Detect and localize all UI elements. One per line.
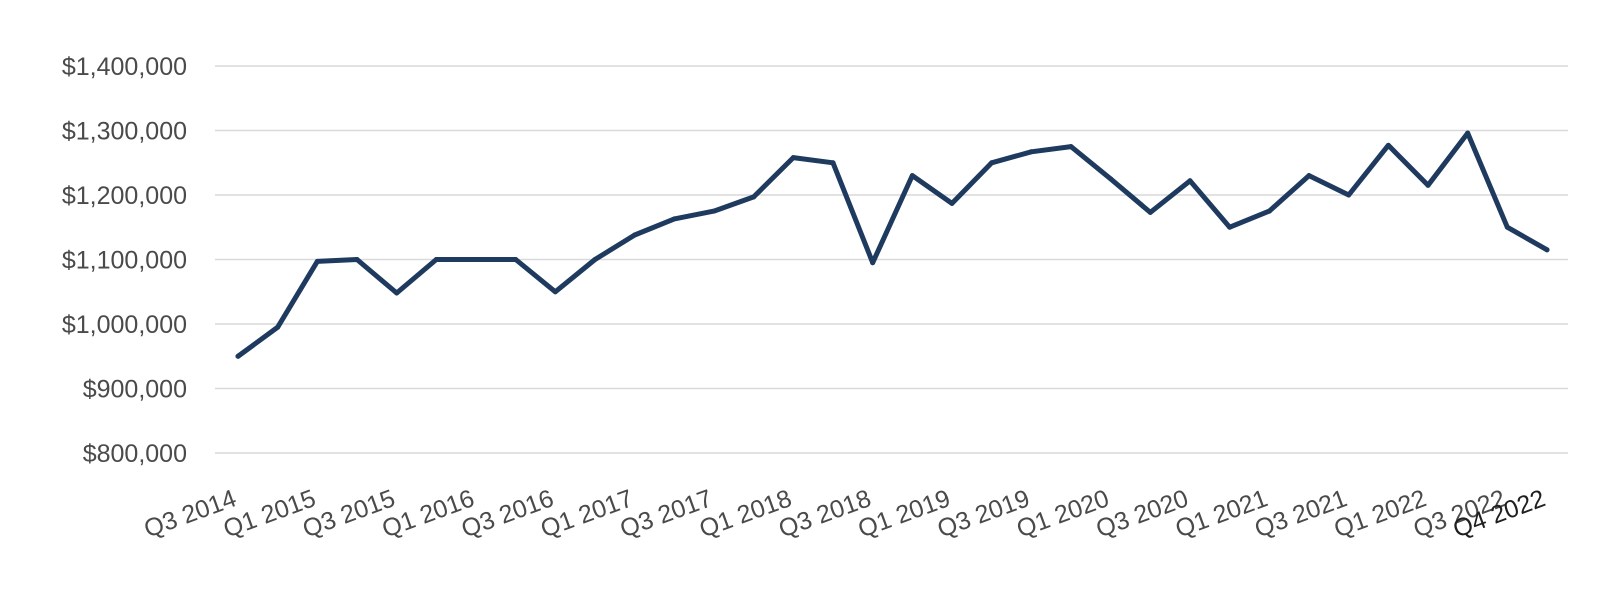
data-point [354,257,360,262]
data-point [1425,182,1431,188]
y-tick-label: $1,400,000 [62,53,187,81]
data-point [1544,247,1550,253]
data-point [1385,142,1391,148]
data-point [909,173,915,179]
data-point [433,257,439,262]
series-layer [235,130,1550,359]
y-tick-label: $1,300,000 [62,118,187,146]
data-point [949,200,955,206]
y-tick-label: $1,200,000 [62,182,187,210]
data-point [1147,209,1153,215]
data-point [275,324,281,330]
data-point [314,258,320,264]
data-point [1266,208,1272,214]
series-line [235,130,1550,359]
data-point [632,232,638,238]
data-point [235,353,241,359]
data-point [989,160,995,166]
data-point [830,160,836,166]
y-tick-label: $900,000 [83,376,187,404]
data-point [790,155,796,161]
data-point [1187,178,1193,184]
data-point [671,216,677,222]
y-axis-tick-labels: $800,000 $900,000 $1,000,000 $1,100,000 $1,2… [62,53,187,468]
data-point [1108,176,1114,182]
data-point [473,257,479,262]
data-point [1465,130,1471,136]
data-point [394,290,400,296]
data-point [1346,192,1352,198]
data-point [513,257,519,262]
data-point [870,260,876,266]
data-point [592,257,598,262]
y-tick-label: $800,000 [83,440,187,468]
data-point [751,194,757,200]
data-point [552,289,558,295]
data-point [711,208,717,214]
data-point [1306,173,1312,179]
y-tick-label: $1,100,000 [62,247,187,275]
data-point [1028,149,1034,155]
data-point [1227,224,1233,230]
data-point [1504,224,1510,230]
data-point [1068,144,1074,150]
y-tick-label: $1,000,000 [62,311,187,339]
gridlines [215,65,1568,454]
